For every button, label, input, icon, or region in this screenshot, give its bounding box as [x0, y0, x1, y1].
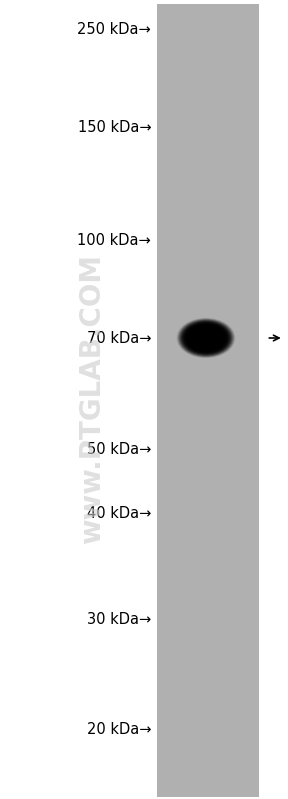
Ellipse shape — [198, 332, 214, 344]
Ellipse shape — [190, 328, 221, 349]
Ellipse shape — [180, 320, 232, 356]
Ellipse shape — [200, 334, 212, 342]
Text: 20 kDa→: 20 kDa→ — [87, 722, 151, 737]
Ellipse shape — [185, 324, 227, 352]
Ellipse shape — [196, 332, 216, 344]
Text: 30 kDa→: 30 kDa→ — [87, 613, 151, 627]
Text: 70 kDa→: 70 kDa→ — [87, 331, 151, 345]
Ellipse shape — [182, 321, 230, 355]
Text: www.PTGLAB.COM: www.PTGLAB.COM — [78, 255, 106, 544]
Ellipse shape — [183, 322, 229, 354]
Ellipse shape — [200, 334, 211, 342]
Ellipse shape — [181, 320, 231, 356]
Ellipse shape — [192, 328, 220, 348]
Ellipse shape — [187, 325, 225, 351]
Ellipse shape — [194, 330, 217, 346]
Text: 100 kDa→: 100 kDa→ — [77, 233, 151, 248]
Ellipse shape — [183, 323, 228, 353]
Ellipse shape — [188, 325, 224, 351]
Ellipse shape — [178, 319, 234, 357]
Text: 40 kDa→: 40 kDa→ — [87, 506, 151, 520]
Ellipse shape — [194, 329, 218, 347]
Ellipse shape — [179, 320, 233, 356]
Text: 150 kDa→: 150 kDa→ — [77, 121, 151, 136]
Text: 50 kDa→: 50 kDa→ — [87, 443, 151, 458]
Ellipse shape — [177, 318, 235, 358]
Bar — [157, 4, 259, 797]
Ellipse shape — [177, 319, 234, 358]
Ellipse shape — [197, 332, 215, 344]
Ellipse shape — [184, 323, 228, 353]
Ellipse shape — [191, 328, 221, 348]
Text: 250 kDa→: 250 kDa→ — [77, 22, 151, 38]
Ellipse shape — [186, 324, 226, 352]
Ellipse shape — [190, 327, 222, 349]
Ellipse shape — [189, 326, 223, 350]
Ellipse shape — [193, 329, 219, 347]
Ellipse shape — [199, 333, 213, 343]
Ellipse shape — [195, 331, 217, 345]
